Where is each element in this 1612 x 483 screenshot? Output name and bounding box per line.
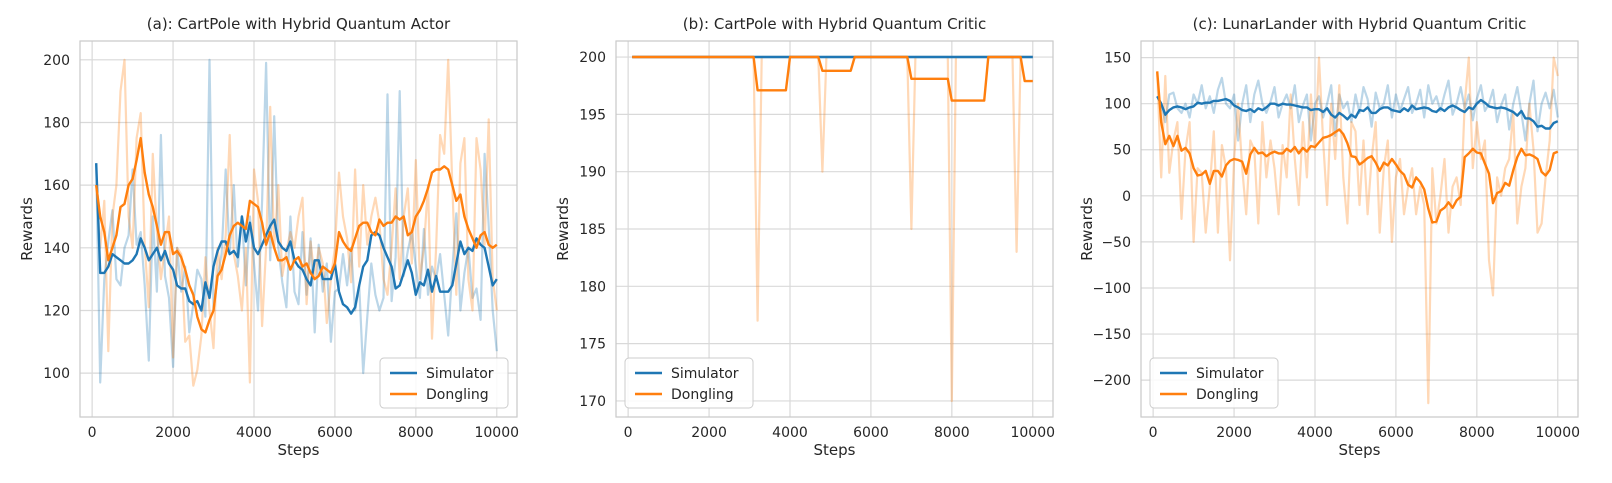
plot-frame (79, 40, 518, 418)
x-tick-label: 2000 (1216, 425, 1252, 441)
grid (80, 41, 517, 417)
y-tick-label: 200 (579, 50, 606, 66)
x-tick-label: 4000 (772, 425, 808, 441)
y-tick-label: 170 (579, 394, 606, 410)
x-tick-label: 0 (624, 425, 633, 441)
y-tick-label: 180 (579, 279, 606, 295)
y-tick-label: 50 (1113, 143, 1131, 159)
x-axis-label: Steps (814, 441, 856, 459)
x-axis-label: Steps (1339, 441, 1381, 459)
y-tick-label: 200 (43, 53, 70, 69)
x-tick-label: 8000 (934, 425, 970, 441)
legend: Simulator Dongling (379, 357, 509, 409)
x-axis-label: Steps (278, 441, 320, 459)
series-smooth-dongling (632, 55, 1033, 102)
y-axis-label: Rewards (1078, 197, 1096, 261)
chart-panel-3: 0 2000 4000 6000 8000 10000 150 100 50 0 −50 −100 −1… (1078, 15, 1580, 459)
y-tick-label: 195 (579, 107, 606, 123)
x-tick-label: 2000 (155, 425, 191, 441)
x-tick-label: 6000 (317, 425, 353, 441)
chart-panel-2: 0 2000 4000 6000 8000 10000 170 175 180 185 190 195… (554, 15, 1055, 459)
x-tick-label: 10000 (1010, 425, 1055, 441)
legend-label-dongling: Dongling (1196, 387, 1259, 403)
y-tick-label: 175 (579, 337, 606, 353)
y-tick-label: 140 (43, 241, 70, 257)
chart-panel-1: 0 2000 4000 6000 8000 10000 100 120 140 160 180 200… (18, 15, 519, 459)
legend-box (379, 357, 509, 409)
y-tick-label: −200 (1093, 373, 1131, 389)
plot-frame (1140, 40, 1579, 418)
y-tick-label: 160 (43, 178, 70, 194)
chart-title: (b): CartPole with Hybrid Quantum Critic (683, 15, 986, 33)
y-tick-label: −100 (1093, 281, 1131, 297)
y-tick-label: 100 (1104, 97, 1131, 113)
y-tick-label: 100 (43, 366, 70, 382)
y-tick-label: 190 (579, 165, 606, 181)
x-tick-label: 0 (88, 425, 97, 441)
series-smooth-simulator (1156, 95, 1559, 130)
legend-label-dongling: Dongling (426, 387, 489, 403)
x-tick-label: 4000 (236, 425, 272, 441)
x-tick-label: 0 (1149, 425, 1158, 441)
legend-label-dongling: Dongling (671, 387, 734, 403)
y-tick-label: 185 (579, 222, 606, 238)
series-smooth-dongling (1156, 71, 1559, 224)
y-tick-label: 180 (43, 115, 70, 131)
series-smooth-simulator (95, 163, 498, 315)
series-raw-simulator (1156, 76, 1559, 142)
series-raw-dongling (1156, 56, 1559, 405)
chart-title: (c): LunarLander with Hybrid Quantum Cri… (1193, 15, 1527, 33)
series-raw-dongling (95, 58, 498, 387)
x-tick-label: 8000 (1459, 425, 1495, 441)
plot-frame (615, 40, 1054, 418)
y-axis-label: Rewards (554, 197, 572, 261)
grid (616, 41, 1053, 417)
legend-label-simulator: Simulator (671, 366, 739, 382)
x-tick-label: 10000 (474, 425, 519, 441)
series-lines (95, 58, 498, 387)
x-tick-label: 8000 (398, 425, 434, 441)
series-smooth-dongling (95, 136, 498, 334)
legend: Simulator Dongling (624, 357, 754, 409)
x-tick-label: 6000 (853, 425, 889, 441)
legend-label-simulator: Simulator (426, 366, 494, 382)
x-tick-label: 6000 (1378, 425, 1414, 441)
chart-title: (a): CartPole with Hybrid Quantum Actor (147, 15, 451, 33)
legend-box (624, 357, 754, 409)
y-tick-label: 150 (1104, 51, 1131, 67)
series-lines (1156, 56, 1559, 405)
y-tick-label: 120 (43, 303, 70, 319)
x-tick-label: 10000 (1535, 425, 1580, 441)
legend-box (1149, 357, 1279, 409)
x-tick-label: 4000 (1297, 425, 1333, 441)
x-tick-label: 2000 (691, 425, 727, 441)
legend-label-simulator: Simulator (1196, 366, 1264, 382)
y-axis-label: Rewards (18, 197, 36, 261)
y-tick-label: −50 (1101, 235, 1131, 251)
legend: Simulator Dongling (1149, 357, 1279, 409)
y-tick-label: 0 (1122, 189, 1131, 205)
series-lines (632, 55, 1033, 403)
y-tick-label: −150 (1093, 327, 1131, 343)
